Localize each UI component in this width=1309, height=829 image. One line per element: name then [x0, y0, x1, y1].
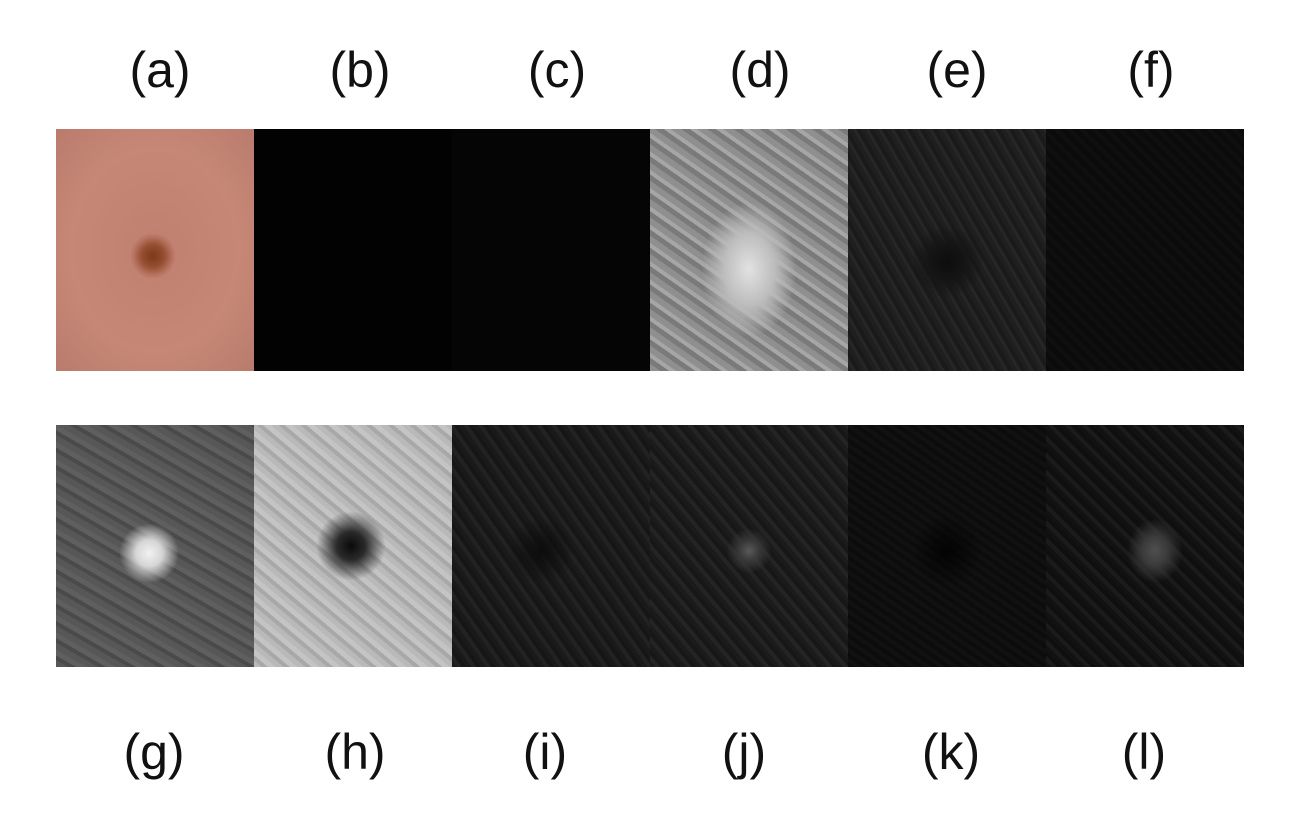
label-c: (c): [527, 42, 587, 98]
label-h: (h): [324, 724, 386, 780]
label-e: (e): [926, 42, 988, 98]
panel-c-image: [452, 129, 650, 371]
label-a: (a): [129, 42, 191, 98]
panel-g-image: [56, 425, 254, 667]
label-l: (l): [1121, 724, 1167, 780]
panel-k-image: [848, 425, 1046, 667]
panel-h-image: [254, 425, 452, 667]
panel-f-image: [1046, 129, 1244, 371]
panel-d-image: [650, 129, 848, 371]
label-b: (b): [329, 42, 391, 98]
image-row-top: [56, 129, 1244, 371]
panel-a-skin-image: [56, 129, 254, 371]
image-row-bottom: [56, 425, 1244, 667]
label-f: (f): [1127, 42, 1175, 98]
label-d: (d): [729, 42, 791, 98]
lesion-spot: [131, 234, 175, 278]
label-g: (g): [123, 724, 185, 780]
panel-j-image: [650, 425, 848, 667]
panel-e-image: [848, 129, 1046, 371]
label-k: (k): [921, 724, 981, 780]
label-j: (j): [721, 724, 767, 780]
panel-l-image: [1046, 425, 1244, 667]
panel-i-image: [452, 425, 650, 667]
panel-b-image: [254, 129, 452, 371]
label-i: (i): [522, 724, 568, 780]
